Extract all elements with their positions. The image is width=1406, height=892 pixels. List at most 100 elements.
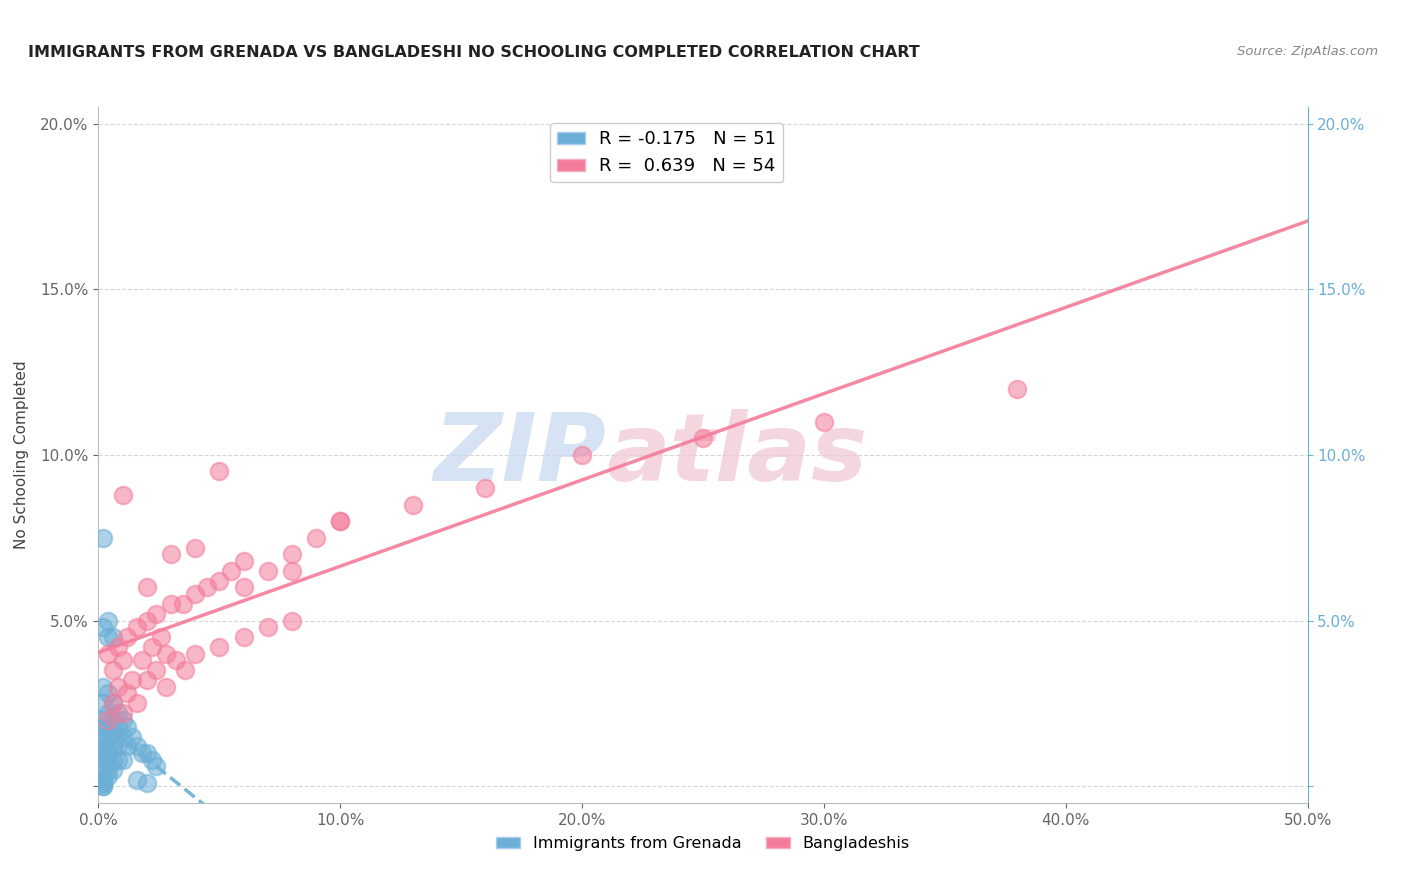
Point	[1007, 382, 1029, 396]
Text: Source: ZipAtlas.com: Source: ZipAtlas.com	[1237, 45, 1378, 58]
Point	[232, 554, 254, 568]
Point	[117, 720, 139, 734]
Point	[692, 431, 714, 445]
Point	[97, 713, 120, 727]
Point	[97, 746, 120, 760]
Y-axis label: No Schooling Completed: No Schooling Completed	[14, 360, 30, 549]
Point	[127, 620, 149, 634]
Point	[101, 697, 124, 711]
Point	[107, 706, 129, 721]
Text: ZIP: ZIP	[433, 409, 606, 501]
Point	[141, 640, 163, 654]
Point	[172, 597, 194, 611]
Point	[91, 746, 114, 760]
Point	[101, 739, 124, 754]
Text: IMMIGRANTS FROM GRENADA VS BANGLADESHI NO SCHOOLING COMPLETED CORRELATION CHART: IMMIGRANTS FROM GRENADA VS BANGLADESHI N…	[28, 45, 920, 60]
Point	[97, 706, 120, 721]
Point	[101, 713, 124, 727]
Legend: Immigrants from Grenada, Bangladeshis: Immigrants from Grenada, Bangladeshis	[491, 830, 915, 857]
Point	[184, 541, 207, 555]
Point	[256, 564, 278, 578]
Point	[474, 481, 496, 495]
Point	[91, 779, 114, 793]
Point	[91, 776, 114, 790]
Point	[281, 614, 304, 628]
Point	[305, 531, 328, 545]
Point	[131, 746, 153, 760]
Point	[127, 739, 149, 754]
Point	[174, 663, 197, 677]
Point	[101, 630, 124, 644]
Point	[165, 653, 187, 667]
Point	[111, 730, 134, 744]
Point	[97, 769, 120, 783]
Point	[107, 640, 129, 654]
Point	[91, 730, 114, 744]
Point	[329, 514, 352, 528]
Point	[97, 686, 120, 700]
Point	[145, 759, 167, 773]
Point	[281, 564, 304, 578]
Point	[145, 663, 167, 677]
Point	[135, 776, 157, 790]
Point	[813, 415, 835, 429]
Point	[107, 720, 129, 734]
Point	[402, 498, 425, 512]
Point	[135, 673, 157, 688]
Point	[135, 746, 157, 760]
Point	[107, 680, 129, 694]
Point	[571, 448, 593, 462]
Point	[111, 713, 134, 727]
Point	[97, 720, 120, 734]
Point	[184, 587, 207, 601]
Point	[121, 730, 143, 744]
Point	[208, 465, 231, 479]
Point	[329, 514, 352, 528]
Point	[155, 680, 177, 694]
Point	[91, 620, 114, 634]
Point	[91, 772, 114, 787]
Point	[111, 653, 134, 667]
Point	[101, 663, 124, 677]
Point	[107, 739, 129, 754]
Point	[91, 680, 114, 694]
Point	[91, 531, 114, 545]
Point	[111, 488, 134, 502]
Point	[91, 697, 114, 711]
Point	[101, 753, 124, 767]
Point	[141, 753, 163, 767]
Point	[160, 547, 183, 561]
Point	[232, 581, 254, 595]
Point	[97, 753, 120, 767]
Point	[91, 779, 114, 793]
Point	[97, 763, 120, 777]
Point	[208, 640, 231, 654]
Point	[155, 647, 177, 661]
Point	[135, 614, 157, 628]
Point	[221, 564, 243, 578]
Point	[117, 739, 139, 754]
Point	[91, 753, 114, 767]
Point	[232, 630, 254, 644]
Point	[91, 720, 114, 734]
Point	[184, 647, 207, 661]
Point	[101, 697, 124, 711]
Point	[135, 581, 157, 595]
Point	[117, 630, 139, 644]
Point	[127, 772, 149, 787]
Point	[97, 730, 120, 744]
Point	[101, 726, 124, 740]
Point	[256, 620, 278, 634]
Point	[97, 739, 120, 754]
Point	[101, 763, 124, 777]
Point	[281, 547, 304, 561]
Point	[127, 697, 149, 711]
Point	[131, 653, 153, 667]
Point	[111, 753, 134, 767]
Point	[91, 776, 114, 790]
Point	[208, 574, 231, 588]
Point	[91, 739, 114, 754]
Point	[97, 647, 120, 661]
Point	[150, 630, 173, 644]
Point	[145, 607, 167, 621]
